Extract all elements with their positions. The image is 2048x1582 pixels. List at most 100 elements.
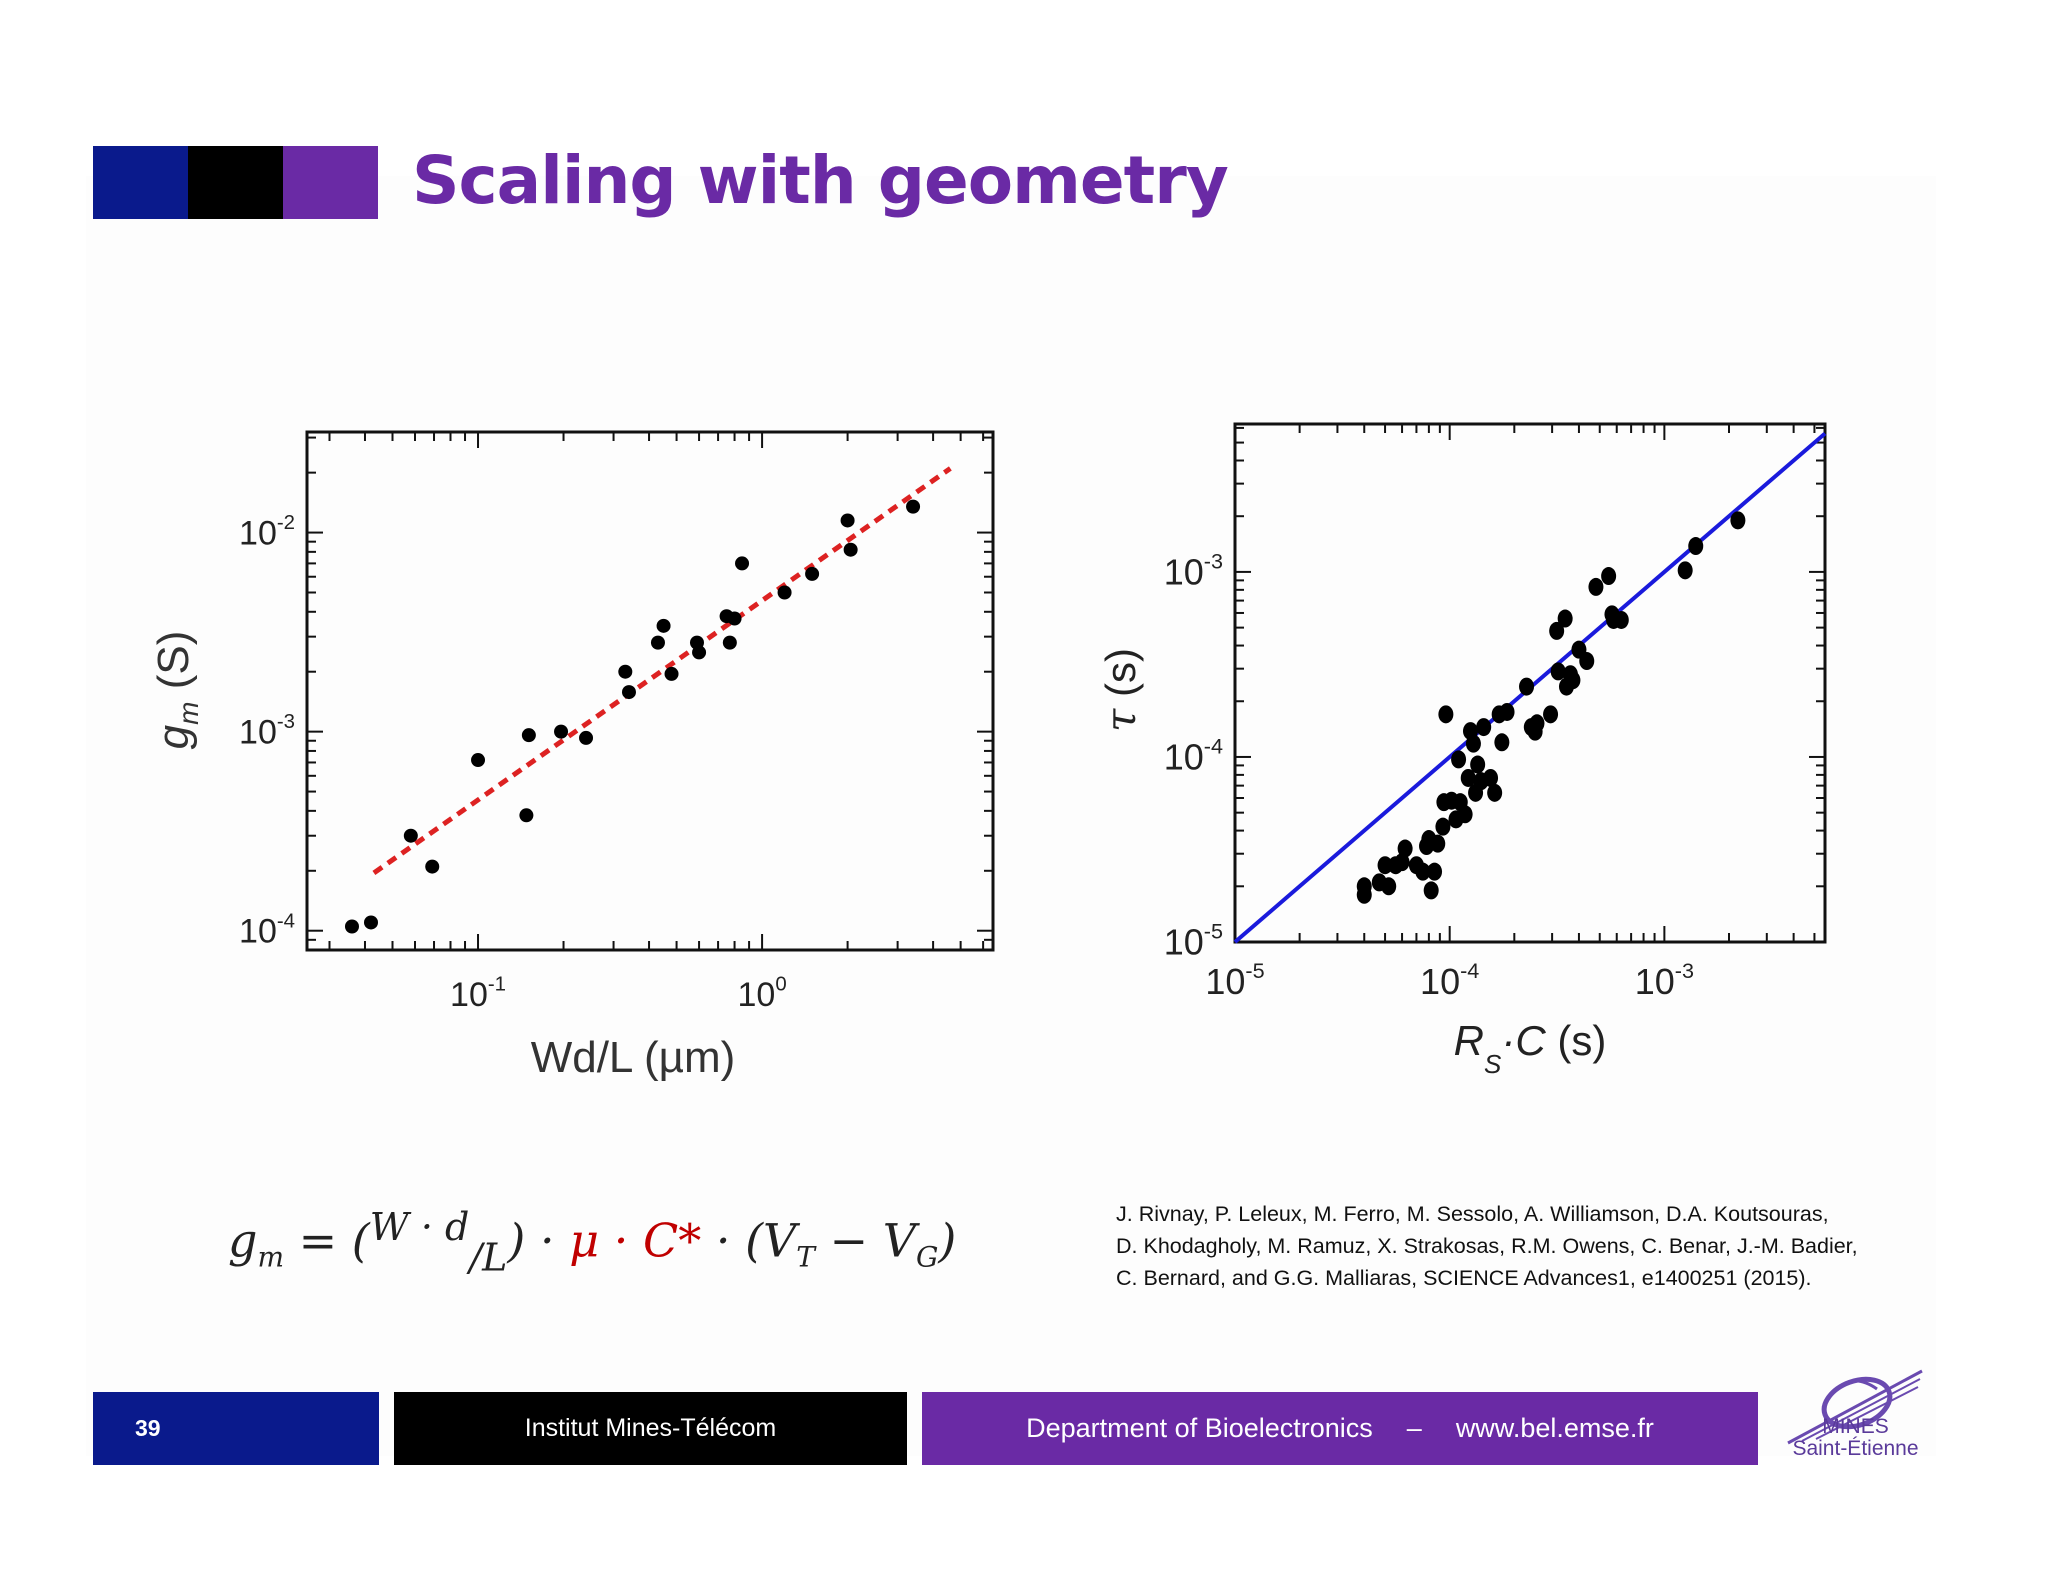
department-name: Department of Bioelectronics: [1026, 1413, 1373, 1443]
x-axis-label: Wd/L (µm): [531, 1033, 736, 1082]
data-point: [1438, 705, 1454, 724]
footer-page-number-box: 39: [93, 1392, 379, 1465]
data-point: [621, 685, 636, 700]
department-url[interactable]: www.bel.emse.fr: [1455, 1413, 1654, 1443]
data-point: [843, 542, 858, 557]
data-point: [1457, 805, 1473, 824]
data-point: [1465, 734, 1481, 753]
data-point: [1543, 705, 1559, 724]
y-axis-label: τ (s): [1096, 648, 1145, 732]
y-tick-label: 10-5: [1164, 918, 1223, 962]
data-point: [777, 585, 792, 600]
data-point: [618, 664, 633, 679]
formula-end: ): [938, 1213, 957, 1268]
data-point: [1529, 714, 1545, 733]
data-point: [1377, 856, 1393, 875]
slide-title: Scaling with geometry: [412, 142, 1229, 219]
data-point: [1476, 718, 1492, 737]
data-point: [1519, 677, 1535, 696]
data-point: [554, 724, 569, 739]
data-point: [1550, 662, 1566, 681]
logo-line2: Saint-Étienne: [1792, 1437, 1919, 1460]
data-point: [1415, 862, 1431, 881]
data-point: [1423, 881, 1439, 900]
data-point: [403, 828, 418, 843]
data-point: [344, 919, 359, 934]
formula-lhs-sub: m: [257, 1240, 285, 1274]
title-block-purple: [283, 146, 378, 219]
data-point: [521, 728, 536, 743]
data-point: [1451, 750, 1467, 769]
data-point: [1483, 768, 1499, 787]
data-point: [471, 753, 486, 768]
data-point: [1430, 834, 1446, 853]
data-point: [1435, 817, 1451, 836]
y-tick-label: 10-3: [1164, 548, 1223, 592]
data-point: [805, 566, 820, 581]
data-point: [1565, 671, 1581, 690]
y-axis-label-group: τ (s): [1096, 648, 1145, 732]
y-axis-label-group: gm (S): [149, 631, 204, 750]
formula-over-l: /L: [469, 1235, 508, 1280]
page-number: 39: [135, 1415, 161, 1441]
formula-sub-g: G: [915, 1240, 939, 1274]
x-tick-label: 10-1: [450, 974, 506, 1014]
data-point: [1394, 853, 1410, 872]
data-point: [1427, 862, 1443, 881]
formula-eq: = (: [284, 1213, 370, 1268]
plot-frame: [1233, 422, 1827, 944]
footer-institute-box: Institut Mines-Télécom: [394, 1392, 907, 1465]
citation-reference: J. Rivnay, P. Leleux, M. Ferro, M. Sesso…: [1116, 1202, 1858, 1290]
gm-vs-geometry-chart: 10-1 100 10-4 10-3 10-2 Wd/L (µm) gm (S): [149, 430, 995, 1082]
slide-background: [86, 176, 1936, 1456]
x-axis-label: RS·C (s): [1454, 1017, 1607, 1079]
data-point: [579, 730, 594, 745]
institute-name: Institut Mines-Télécom: [524, 1414, 777, 1442]
transconductance-formula: gm = (W · d/L) · μ · C* · (VT − VG): [228, 1205, 956, 1279]
y-axis-label: gm (S): [149, 631, 204, 750]
data-point: [1549, 621, 1565, 640]
formula-wd: W · d: [369, 1205, 470, 1249]
formula-sub-t: T: [796, 1240, 815, 1274]
formula-tail: · (V: [701, 1213, 797, 1268]
data-point: [1688, 537, 1704, 556]
data-point: [1588, 577, 1604, 596]
data-point: [906, 499, 921, 514]
formula-mu-c: μ · C*: [569, 1213, 702, 1268]
y-tick-label: 10-3: [239, 711, 295, 751]
tau-vs-rsc-chart: 10-5 10-4 10-3 10-5 10-4 10-3 RS·C (s) τ (s): [1096, 422, 1827, 1079]
data-point: [656, 618, 671, 633]
data-point: [1470, 755, 1486, 774]
formula-lhs: g: [228, 1213, 258, 1268]
data-point: [727, 611, 742, 626]
footer-dash: –: [1406, 1413, 1422, 1443]
y-tick-label: 10-2: [239, 512, 295, 552]
x-tick-label: 10-3: [1635, 958, 1694, 1002]
data-point: [1579, 652, 1595, 671]
y-tick-label: 10-4: [1164, 733, 1223, 777]
data-point: [1381, 877, 1397, 896]
data-point: [1494, 733, 1510, 752]
title-block-blue: [93, 146, 188, 219]
data-point: [664, 666, 679, 681]
data-point: [722, 635, 737, 650]
formula-close: ) ·: [507, 1213, 570, 1268]
data-point: [1397, 839, 1413, 858]
title-block-black: [188, 146, 283, 219]
x-tick-label: 10-5: [1205, 958, 1264, 1002]
data-point: [364, 915, 379, 930]
data-point: [1356, 877, 1372, 896]
data-point: [519, 808, 534, 823]
data-point: [1601, 567, 1617, 586]
data-point: [1487, 783, 1503, 802]
data-point: [1557, 609, 1573, 628]
x-tick-label: 10-4: [1420, 958, 1479, 1002]
data-point: [1499, 702, 1515, 721]
data-point: [650, 635, 665, 650]
footer-department-box: Department of Bioelectronics – www.bel.e…: [922, 1392, 1758, 1465]
formula-minus: − V: [814, 1213, 916, 1268]
data-point: [735, 556, 750, 571]
data-point: [1730, 511, 1746, 530]
data-point: [1613, 610, 1629, 629]
